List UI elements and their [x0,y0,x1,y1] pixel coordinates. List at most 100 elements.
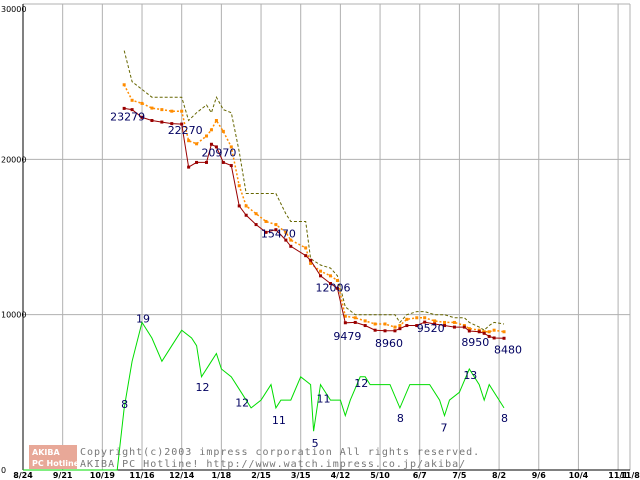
logo-top: AKIBA [32,448,60,457]
avg_price-point [187,139,191,143]
avg_price-point [214,119,218,122]
min_price-point [477,330,481,334]
x-tick-label: 1/18 [212,471,232,480]
data-labels: 23279 22270 20970 15470 12006 9479 8960 9520 895… [110,110,522,450]
data-label: 8480 [494,343,522,356]
avg_price-point [284,230,288,234]
min_price-point [373,328,377,332]
avg_price-line [123,84,505,333]
avg_price-point [319,269,323,273]
avg_price-point [423,316,427,320]
avg_price-point [433,319,437,323]
y-tick-label: 30000 [1,5,26,14]
x-tick-label: 12/14 [169,471,195,480]
avg_price-point [487,330,491,334]
min_price-point [244,213,248,217]
min_price-point [289,244,293,248]
avg_price-point [289,238,293,242]
min_price-point [237,204,241,208]
avg_price-point [373,322,377,326]
data-label: 15470 [261,228,296,241]
min_price-point [328,282,332,286]
avg_price-point [209,128,213,132]
avg_price-point [363,319,367,323]
x-tick-label: 9/6 [532,471,546,480]
avg_price-point [492,328,496,332]
min_price-point [433,322,437,326]
shop_count-line [23,321,505,471]
x-tick-label: 2/15 [251,471,271,480]
logo-box [29,445,77,469]
avg_price-point [304,246,308,250]
data-label: 12 [235,396,249,409]
data-label: 13 [463,369,477,382]
min_price-point [221,160,225,164]
avg_price-point [170,109,174,113]
avg_price-point [221,129,225,133]
avg_price-point [452,320,456,324]
data-label: 8960 [375,337,403,350]
min_price-point [274,228,278,232]
avg_price-point [264,219,268,223]
data-label: 23279 [110,110,145,123]
min_price-point [462,325,466,329]
data-label: 12 [354,377,368,390]
x-tick-label: 11/8 [620,471,640,480]
min_price-point [443,324,447,328]
min_price-point [229,164,233,168]
data-label: 11 [317,393,331,406]
data-label: 8 [397,412,404,425]
data-label: 7 [441,422,448,435]
min_price-point [492,336,496,340]
min_price-point [335,286,339,290]
avg_price-point [122,83,126,87]
avg_price-point [482,330,486,334]
data-label: 8 [501,412,508,425]
min_price-point [405,324,409,328]
min_price-point [195,160,199,164]
axes: 8/24 9/21 10/19 11/16 12/14 1/18 2/15 3/15 4/12 5… [1,4,640,480]
min_price-point [482,331,486,335]
min_price-point [343,321,347,325]
data-label: 9520 [417,322,445,335]
min_price-point [187,165,191,169]
copyright-line2: AKIBA PC Hotline! http://www.watch.impre… [80,459,466,470]
min_price-point [160,120,164,124]
avg_price-point [343,314,347,318]
data-label: 8 [121,398,128,411]
x-tick-label: 6/7 [413,471,427,480]
avg_price-point [309,261,313,265]
data-label: 11 [272,414,286,427]
min_price-point [398,327,402,331]
series-lines [23,50,506,471]
min_price-point [284,238,288,242]
x-tick-label: 3/15 [291,471,311,480]
min_price-point [452,325,456,329]
copyright-line1: Copyright(c)2003 impress corporation All… [80,447,480,458]
x-tick-label: 8/2 [492,471,506,480]
x-tick-label: 11/1 [608,471,628,480]
avg_price-point [130,98,134,102]
min_price-point [304,254,308,258]
x-tick-label: 5/10 [370,471,390,480]
min_price-point [383,329,387,333]
y-tick-label: 10000 [1,311,26,320]
min_price-point [415,324,419,328]
min_price-point [467,329,471,333]
y-tick-label: 20000 [1,155,26,164]
min_price-point [214,145,218,149]
avg_price-point [415,316,419,320]
min_price-point [309,258,313,262]
logo-bottom: PC Hotline! [32,459,83,468]
min_price-line [124,107,505,339]
data-label: 8950 [461,336,489,349]
y-tick-label: 0 [1,466,6,475]
avg_price-point [405,317,409,321]
avg_price-point [254,212,258,216]
avg_price-point [237,184,241,188]
data-label: 9479 [333,330,361,343]
avg_price-point [244,204,248,208]
avg_price-point [502,330,506,334]
min_price-point [122,106,126,110]
